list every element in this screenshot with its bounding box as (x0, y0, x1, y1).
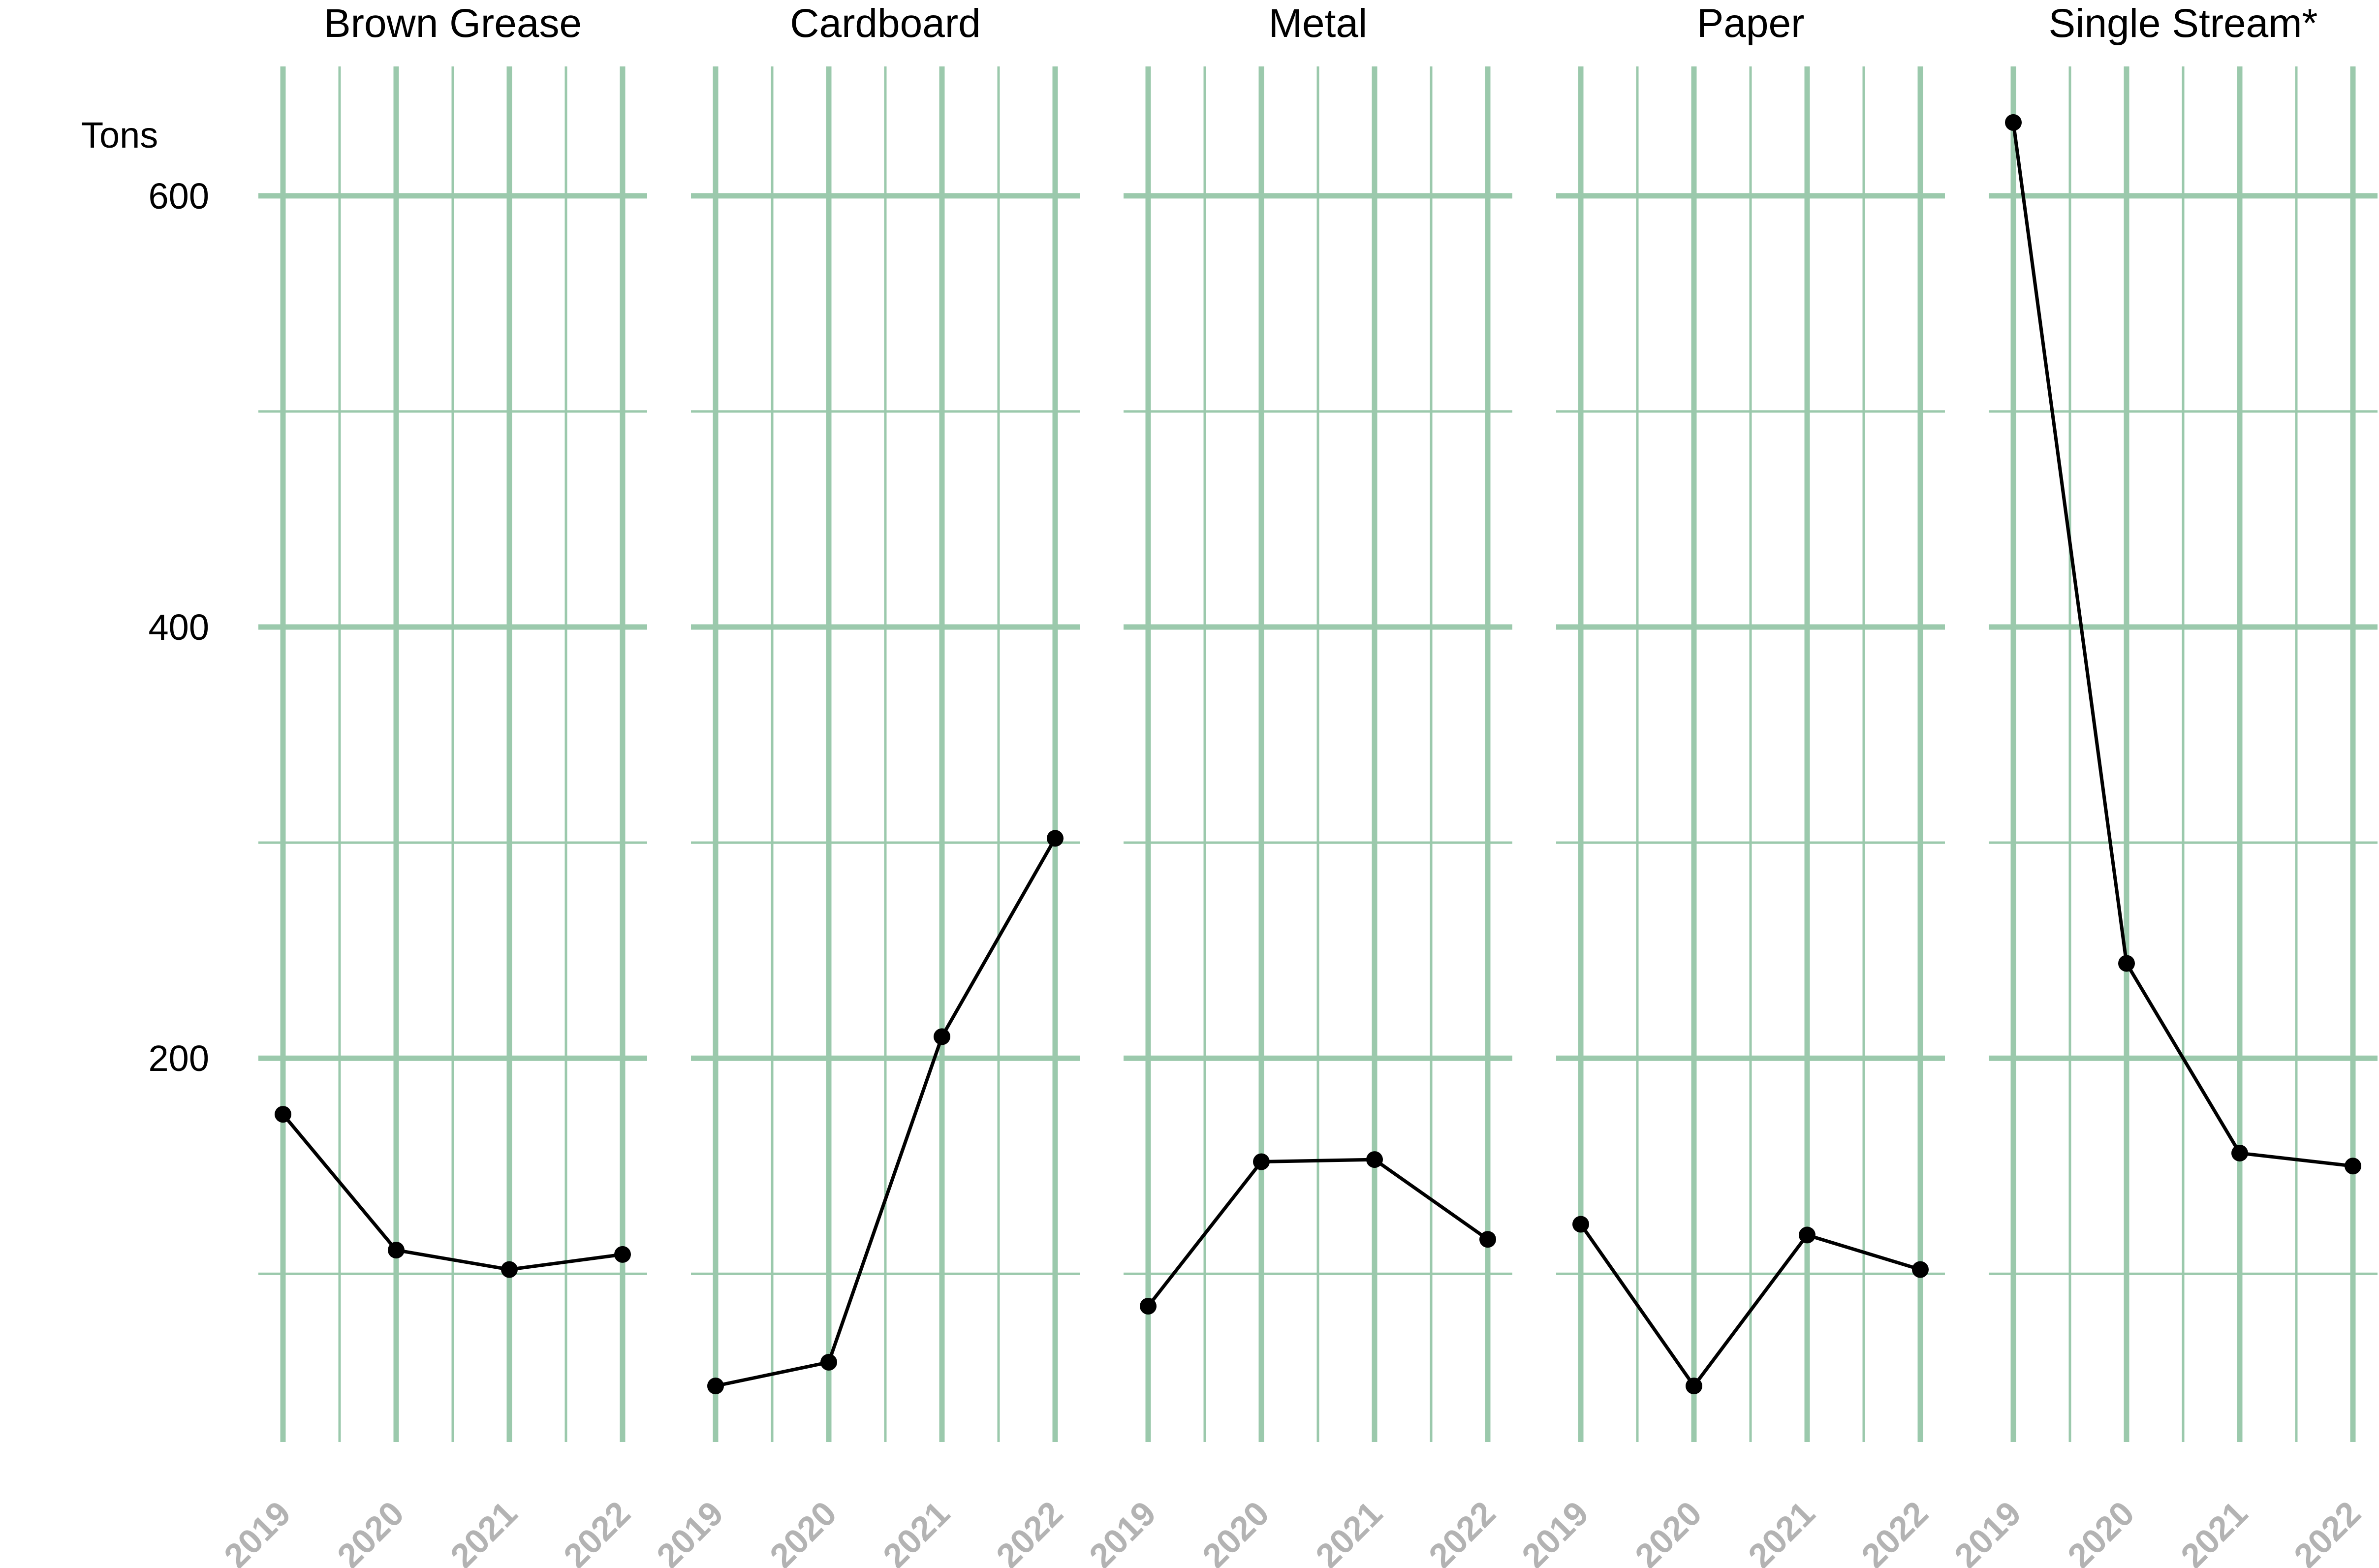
series-line-metal (1147, 1158, 1489, 1308)
data-point-metal-2019 (1140, 1298, 1157, 1315)
data-point-metal-2021 (1366, 1151, 1383, 1168)
x-tick-label-metal-2019: 2019 (1082, 1494, 1163, 1568)
data-point-cardboard-2020 (820, 1353, 837, 1371)
data-point-paper-2021 (1799, 1226, 1816, 1244)
x-tick-label-cardboard-2022: 2022 (989, 1494, 1070, 1568)
x-tick-label-cardboard-2019: 2019 (649, 1494, 730, 1568)
x-tick-label-paper-2022: 2022 (1854, 1494, 1935, 1568)
data-point-cardboard-2021 (934, 1028, 950, 1045)
data-point-paper-2019 (1572, 1216, 1589, 1233)
x-tick-label-cardboard-2020: 2020 (762, 1494, 844, 1568)
series-line-paper (1579, 1223, 1921, 1388)
panel-title-cardboard: Cardboard (790, 1, 980, 46)
series-layer (275, 114, 2361, 1395)
x-tick-label-single-stream-2022: 2022 (2286, 1494, 2368, 1568)
data-point-paper-2020 (1686, 1378, 1702, 1395)
grid-layer (258, 66, 2378, 1442)
y-tick-label-200: 200 (149, 1038, 209, 1079)
x-tick-label-metal-2022: 2022 (1421, 1494, 1503, 1568)
data-point-brown-grease-2022 (614, 1246, 631, 1263)
data-point-single-stream-2022 (2345, 1158, 2361, 1175)
data-point-brown-grease-2020 (388, 1242, 405, 1259)
x-tick-label-single-stream-2021: 2021 (2173, 1494, 2254, 1568)
series-line-cardboard (715, 837, 1057, 1388)
data-point-single-stream-2019 (2005, 114, 2022, 131)
x-tick-label-single-stream-2020: 2020 (2060, 1494, 2141, 1568)
data-point-single-stream-2021 (2231, 1144, 2248, 1161)
data-point-metal-2022 (1479, 1231, 1496, 1248)
panel-title-single-stream: Single Stream* (2049, 1, 2318, 46)
data-point-brown-grease-2019 (275, 1106, 291, 1123)
x-tick-label-paper-2019: 2019 (1514, 1494, 1596, 1568)
panel-titles: Brown Grease Cardboard Metal Paper Single St… (324, 1, 2318, 46)
data-point-paper-2022 (1912, 1261, 1929, 1278)
x-tick-label-brown-grease-2020: 2020 (330, 1494, 411, 1568)
y-axis-label: Tons (81, 115, 158, 156)
x-tick-label-single-stream-2019: 2019 (1947, 1494, 2028, 1568)
data-point-single-stream-2020 (2118, 955, 2135, 972)
x-tick-label-paper-2021: 2021 (1741, 1494, 1822, 1568)
y-tick-label-400: 400 (149, 607, 209, 648)
y-tick-label-600: 600 (149, 176, 209, 217)
x-tick-label-metal-2021: 2021 (1308, 1494, 1389, 1568)
x-tick-label-paper-2020: 2020 (1628, 1494, 1709, 1568)
panel-title-brown-grease: Brown Grease (324, 1, 582, 46)
data-point-metal-2020 (1253, 1153, 1270, 1170)
data-point-brown-grease-2021 (501, 1261, 518, 1278)
x-tick-label-brown-grease-2022: 2022 (556, 1494, 637, 1568)
series-line-brown-grease (282, 1113, 623, 1272)
data-point-cardboard-2019 (707, 1378, 724, 1395)
x-tick-label-brown-grease-2021: 2021 (443, 1494, 524, 1568)
data-point-cardboard-2022 (1047, 830, 1064, 847)
x-tick-label-brown-grease-2019: 2019 (217, 1494, 298, 1568)
series-line-single-stream (2011, 122, 2353, 1168)
x-tick-label-cardboard-2021: 2021 (876, 1494, 957, 1568)
panel-title-paper: Paper (1697, 1, 1805, 46)
panel-title-metal: Metal (1269, 1, 1368, 46)
x-tick-label-metal-2020: 2020 (1195, 1494, 1276, 1568)
